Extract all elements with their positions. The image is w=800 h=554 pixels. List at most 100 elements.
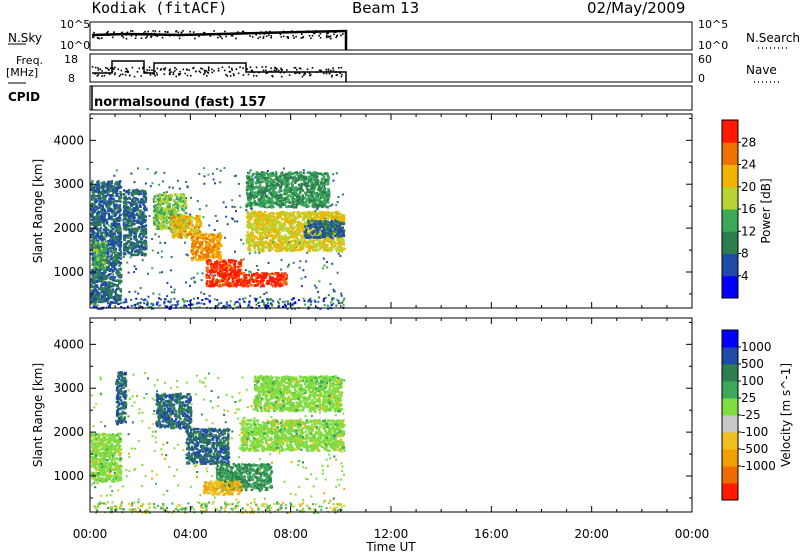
data-cell bbox=[284, 236, 287, 240]
data-cell bbox=[340, 294, 343, 297]
data-cell bbox=[95, 185, 98, 189]
data-cell bbox=[221, 259, 224, 262]
freq-dot bbox=[297, 71, 299, 74]
data-cell bbox=[129, 256, 132, 259]
data-cell bbox=[131, 203, 134, 206]
data-cell bbox=[314, 243, 317, 246]
data-cell bbox=[125, 206, 129, 210]
data-cell bbox=[106, 186, 109, 190]
data-cell bbox=[275, 229, 278, 232]
nsky-dot bbox=[235, 37, 237, 40]
data-cell bbox=[157, 215, 160, 219]
data-cell bbox=[211, 263, 215, 266]
data-cell bbox=[103, 264, 107, 267]
nsky-dot bbox=[209, 35, 212, 37]
data-cell bbox=[334, 218, 337, 221]
data-cell bbox=[177, 200, 180, 204]
freq-dot bbox=[309, 74, 311, 77]
data-cell bbox=[94, 301, 97, 304]
data-cell bbox=[101, 245, 104, 248]
data-cell bbox=[91, 268, 94, 272]
data-cell bbox=[216, 245, 219, 249]
freq-dot bbox=[320, 69, 322, 72]
data-cell bbox=[102, 182, 106, 185]
data-cell bbox=[101, 209, 104, 212]
data-cell bbox=[212, 246, 216, 250]
data-cell bbox=[322, 243, 325, 246]
data-cell bbox=[307, 307, 310, 310]
nsky-top-tick: 10^5 bbox=[60, 18, 90, 31]
nsky-dot bbox=[225, 35, 227, 38]
nsky-dot bbox=[327, 31, 330, 34]
data-cell bbox=[145, 245, 148, 248]
data-cell bbox=[250, 235, 253, 239]
freq-label: Freq. bbox=[16, 54, 43, 67]
data-cell bbox=[172, 227, 175, 230]
data-cell bbox=[304, 275, 307, 278]
data-cell bbox=[186, 233, 189, 236]
data-cell bbox=[225, 215, 228, 218]
data-cell bbox=[134, 231, 138, 235]
data-cell bbox=[162, 218, 165, 221]
data-cell bbox=[109, 273, 112, 276]
data-cell bbox=[212, 249, 216, 253]
freq-dot bbox=[111, 70, 114, 73]
data-cell bbox=[263, 301, 265, 304]
data-cell bbox=[159, 211, 162, 214]
freq-bottom-tick: 8 bbox=[68, 72, 75, 85]
data-cell bbox=[163, 171, 166, 174]
data-cell bbox=[162, 212, 165, 216]
data-cell bbox=[208, 248, 211, 251]
freq-dot bbox=[239, 66, 241, 68]
data-cell bbox=[204, 243, 208, 246]
nsky-dot bbox=[279, 33, 282, 36]
data-cell bbox=[196, 236, 200, 240]
data-cell bbox=[211, 274, 214, 277]
nsky-dot bbox=[268, 34, 270, 36]
data-cell bbox=[113, 174, 116, 177]
data-cell bbox=[144, 232, 148, 236]
data-cell bbox=[104, 249, 107, 253]
data-cell bbox=[283, 303, 286, 306]
data-cell bbox=[237, 306, 240, 309]
data-cell bbox=[144, 199, 147, 202]
data-cell bbox=[112, 189, 115, 192]
data-cell bbox=[190, 302, 193, 305]
data-cell bbox=[118, 211, 121, 214]
data-cell bbox=[320, 210, 323, 214]
data-cell bbox=[288, 213, 291, 216]
data-cell bbox=[336, 246, 339, 249]
data-cell bbox=[162, 216, 165, 219]
data-cell bbox=[168, 205, 171, 209]
cpid-text: normalsound (fast) 157 bbox=[94, 95, 266, 110]
freq-dot bbox=[316, 71, 318, 73]
data-cell bbox=[189, 307, 192, 310]
data-cell bbox=[168, 203, 171, 206]
data-cell bbox=[103, 210, 107, 213]
data-cell bbox=[301, 285, 303, 288]
data-cell bbox=[240, 264, 243, 268]
data-cell bbox=[120, 302, 123, 305]
data-cell bbox=[170, 221, 173, 225]
freq-dot bbox=[261, 66, 264, 68]
data-cell bbox=[183, 241, 186, 244]
data-cell bbox=[166, 225, 169, 229]
data-cell bbox=[292, 302, 295, 305]
data-cell bbox=[113, 232, 116, 235]
data-cell bbox=[272, 242, 276, 245]
data-cell bbox=[119, 228, 122, 231]
data-cell bbox=[100, 253, 103, 256]
data-cell bbox=[158, 183, 161, 186]
data-cell bbox=[327, 240, 330, 244]
data-cell bbox=[103, 225, 106, 228]
data-cell bbox=[183, 204, 187, 207]
data-cell bbox=[216, 240, 219, 243]
data-cell bbox=[108, 295, 111, 298]
data-cell bbox=[342, 193, 344, 196]
data-cell bbox=[204, 246, 208, 249]
data-cell bbox=[211, 254, 215, 258]
data-cell bbox=[225, 206, 227, 209]
data-cell bbox=[158, 214, 162, 217]
data-cell bbox=[219, 244, 222, 248]
data-cell bbox=[163, 298, 166, 301]
